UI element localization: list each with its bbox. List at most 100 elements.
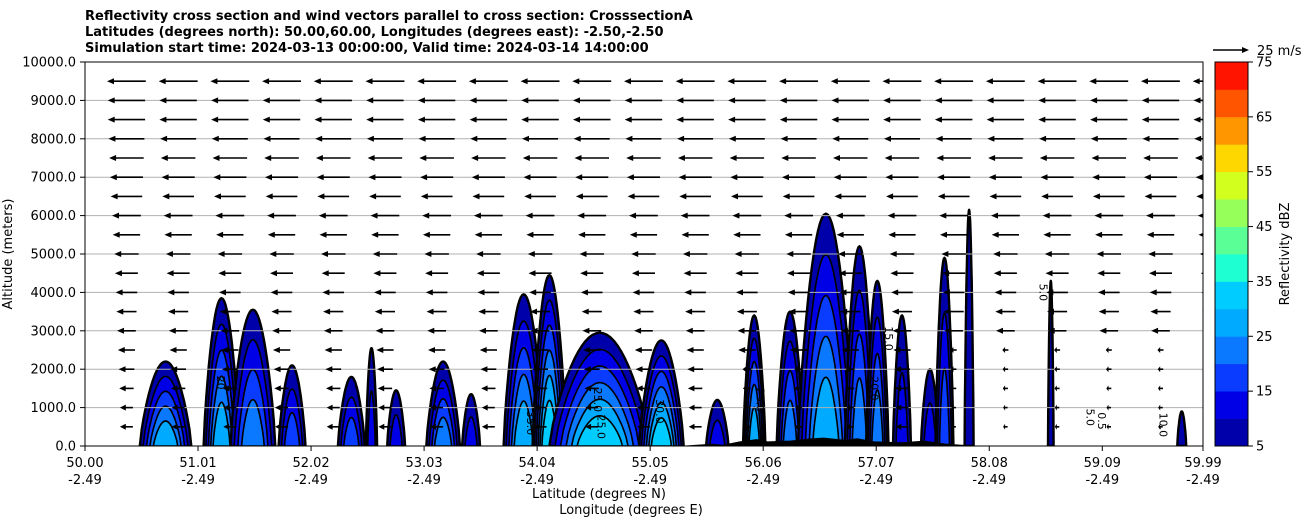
wind-vector-1500-7 (429, 385, 444, 392)
wind-vector-6500-24 (1300, 193, 1304, 199)
wind-vector-5500-18 (991, 231, 1019, 238)
wind-vector-2000-19 (1054, 366, 1060, 373)
wind-vector-7000-21 (1143, 174, 1177, 181)
wind-vector-1500-8 (481, 385, 496, 392)
x-tick-label-lon-2: -2.49 (181, 473, 215, 488)
wind-vector-2000-7 (428, 366, 445, 373)
wind-vectors (107, 78, 1304, 430)
wind-vector-3500-16 (891, 308, 912, 315)
wind-vector-3500-3 (219, 308, 240, 315)
wind-vector-4000-13 (736, 289, 758, 296)
wind-vector-7500-15 (833, 155, 868, 161)
wind-vector-3500-7 (426, 308, 447, 315)
wind-vector-3000-2 (168, 327, 188, 334)
y-tick-label-7000: 7000.0 (31, 171, 77, 186)
wind-vector-1500-3 (222, 385, 237, 392)
contour-label-11: 0.5 (1095, 412, 1108, 430)
wind-vector-500-16 (895, 423, 909, 430)
reflectivity-cell-16-band-4 (782, 399, 798, 446)
wind-vector-5500-2 (164, 231, 192, 238)
wind-vector-7000-15 (833, 174, 867, 181)
wind-vector-8000-11 (625, 135, 662, 142)
wind-vector-9000-9 (521, 97, 559, 104)
wind-vector-6500-7 (420, 193, 453, 200)
wind-vector-3000-9 (530, 327, 550, 334)
wind-vector-2500-17 (950, 347, 957, 353)
wind-vector-6000-7 (422, 212, 451, 219)
wind-vector-3500-10 (581, 308, 602, 315)
wind-vector-5500-20 (1095, 231, 1123, 238)
wind-vector-9500-20 (1089, 78, 1129, 85)
wind-vector-6000-22 (1197, 213, 1203, 218)
wind-vector-1500-18 (1002, 385, 1008, 392)
wind-vector-500-3 (223, 423, 237, 430)
colorbar-tick-label-15: 15 (1256, 385, 1273, 400)
wind-vector-3500-13 (736, 308, 757, 315)
wind-vector-3000-20 (1099, 327, 1119, 334)
wind-vector-4000-18 (994, 289, 1017, 296)
wind-vector-2500-23 (1261, 347, 1267, 353)
wind-vector-7000-3 (213, 174, 247, 181)
wind-vector-500-13 (743, 423, 751, 430)
wind-vector-7000-20 (1092, 174, 1126, 181)
wind-vector-6500-8 (472, 193, 505, 200)
reflectivity-cell-6-band-2 (366, 390, 376, 446)
wind-vector-4500-11 (631, 270, 655, 277)
wind-vector-4000-7 (425, 289, 448, 296)
x-tick-label-lat-9: 58.08 (971, 456, 1008, 471)
wind-vector-6500-15 (834, 193, 867, 200)
wind-vector-4500-4 (270, 270, 293, 277)
wind-vector-1000-2 (171, 404, 185, 411)
wind-vector-4500-14 (787, 270, 811, 277)
wind-vector-4500-9 (528, 270, 552, 277)
wind-vector-9000-6 (366, 97, 404, 104)
wind-vector-1500-9 (532, 385, 548, 392)
wind-vector-2000-6 (377, 366, 393, 373)
wind-vector-6000-18 (991, 212, 1020, 219)
colorbar-band-45 (1215, 199, 1248, 227)
wind-vector-1500-6 (377, 385, 393, 392)
wind-vector-9000-4 (262, 97, 301, 104)
wind-vector-5000-7 (424, 251, 449, 257)
y-tick-label-10000: 10000.0 (22, 56, 76, 71)
wind-vector-500-20 (1106, 423, 1111, 430)
wind-vector-1000-6 (378, 404, 392, 411)
wind-vector-2500-5 (324, 347, 342, 353)
wind-vector-4000-10 (580, 289, 603, 296)
wind-vector-6500-16 (886, 193, 918, 200)
wind-vector-5500-3 (216, 231, 244, 238)
reflectivity-cell-24-band-1 (1046, 279, 1055, 446)
wind-vector-4500-10 (580, 270, 604, 277)
wind-vector-9500-16 (882, 78, 922, 85)
wind-vector-7500-7 (419, 155, 454, 161)
wind-vector-3500-1 (116, 308, 137, 315)
wind-vector-5000-12 (682, 251, 708, 257)
wind-vector-3000-8 (479, 327, 498, 334)
wind-vector-1500-12 (687, 385, 703, 392)
wind-vector-500-7 (430, 423, 444, 430)
wind-vector-9000-16 (883, 97, 921, 104)
x-tick-label-lon-3: -2.49 (294, 473, 328, 488)
wind-vector-3500-9 (530, 308, 551, 315)
y-tick-label-5000: 5000.0 (31, 248, 77, 263)
wind-vector-3500-19 (1047, 308, 1068, 315)
wind-vector-5000-9 (527, 251, 553, 257)
wind-vector-2500-15 (841, 347, 859, 353)
colorbar-band-20 (1215, 336, 1248, 365)
wind-vector-2000-1 (118, 366, 135, 373)
wind-vector-8500-6 (366, 116, 404, 123)
wind-vector-5000-6 (372, 251, 398, 257)
wind-vector-5500-12 (681, 231, 709, 238)
wind-vector-9500-4 (262, 78, 301, 85)
wind-vector-9000-7 (417, 97, 456, 104)
wind-vector-8000-7 (418, 135, 455, 142)
wind-vector-9000-2 (159, 97, 197, 104)
wind-vector-6000-19 (1042, 212, 1072, 219)
wind-vector-2500-13 (738, 347, 756, 353)
wind-vector-6500-18 (989, 193, 1022, 200)
wind-vector-1500-1 (119, 385, 134, 392)
wind-vector-9500-13 (727, 78, 767, 85)
wind-vector-8500-1 (107, 116, 146, 123)
wind-vector-2000-20 (1106, 366, 1112, 373)
wind-vector-8500-21 (1141, 116, 1180, 123)
